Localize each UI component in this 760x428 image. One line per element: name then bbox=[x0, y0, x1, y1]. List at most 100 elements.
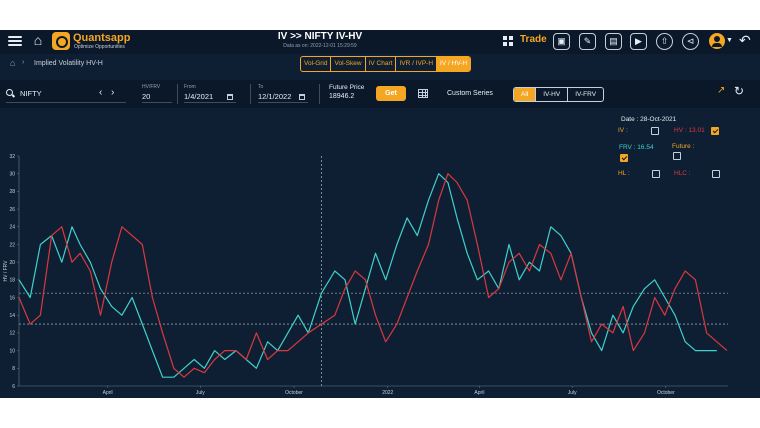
tab-iv-chart[interactable]: IV Chart bbox=[366, 57, 397, 71]
mode-iv-hv[interactable]: IV-HV bbox=[536, 88, 569, 101]
refresh-icon[interactable]: ↻ bbox=[734, 84, 745, 98]
video-icon[interactable]: ▶ bbox=[630, 33, 647, 50]
legend-hl-label: HL : bbox=[618, 170, 630, 177]
calendar-icon[interactable] bbox=[227, 94, 233, 100]
y-tick-label: 28 bbox=[9, 189, 15, 195]
chart-series bbox=[18, 173, 728, 378]
page-title: IV >> NIFTY IV-HV bbox=[277, 31, 363, 42]
custom-series-button[interactable]: Custom Series bbox=[447, 90, 493, 97]
to-date-input[interactable]: 12/1/2022 bbox=[258, 92, 292, 101]
from-date-input[interactable]: 1/4/2021 bbox=[184, 92, 214, 101]
home-icon[interactable]: ⌂ bbox=[33, 32, 43, 48]
divider bbox=[250, 84, 251, 104]
trade-button[interactable]: Trade bbox=[520, 34, 547, 45]
view-tabs: Vol-Grid Vol-Skew IV Chart IVR / IVP-H I… bbox=[300, 56, 472, 72]
y-tick-label: 8 bbox=[12, 366, 15, 372]
edit-icon[interactable]: ✎ bbox=[579, 33, 596, 50]
series-line-frv bbox=[18, 173, 717, 378]
x-tick-label: October bbox=[285, 390, 303, 396]
hv-frv-underline bbox=[142, 102, 172, 103]
quantsapp-logo bbox=[52, 32, 70, 50]
share-icon[interactable]: ⊲ bbox=[682, 33, 699, 50]
y-tick-label: 14 bbox=[9, 313, 15, 319]
x-tick-label: April bbox=[474, 390, 484, 396]
mode-iv-frv[interactable]: IV-FRV bbox=[575, 91, 597, 98]
iv-hv-chart: 6 8 10 12 14 16 18 20 22 24 26 28 30 32 HV / FRV April J… bbox=[0, 114, 760, 396]
tab-vol-grid[interactable]: Vol-Grid bbox=[301, 57, 332, 71]
y-tick-label: 10 bbox=[9, 348, 15, 354]
y-tick-label: 12 bbox=[9, 331, 15, 337]
table-icon[interactable] bbox=[418, 89, 428, 98]
chevron-down-icon[interactable]: ▼ bbox=[726, 37, 733, 44]
legend-hlc-checkbox[interactable] bbox=[712, 170, 720, 178]
divider bbox=[177, 84, 178, 104]
y-tick-label: 30 bbox=[9, 171, 15, 177]
future-price-label: Future Price bbox=[329, 84, 365, 91]
prev-symbol-icon[interactable]: ‹ bbox=[99, 87, 103, 98]
y-tick-label: 6 bbox=[12, 384, 15, 390]
legend-hv-label: HV : 13.01 bbox=[674, 127, 705, 134]
symbol-input[interactable]: NIFTY bbox=[20, 89, 42, 98]
search-icon[interactable] bbox=[6, 89, 13, 96]
legend-hl-checkbox[interactable] bbox=[652, 170, 660, 178]
symbol-underline bbox=[6, 102, 126, 103]
x-tick-label: 2022 bbox=[382, 390, 393, 396]
x-tick-label: July bbox=[568, 390, 577, 396]
breadcrumb-separator-icon: › bbox=[22, 59, 25, 66]
brand-tagline: Optimize Opportunities bbox=[74, 44, 125, 50]
breadcrumb-home-icon[interactable]: ⌂ bbox=[10, 58, 16, 68]
y-tick-label: 22 bbox=[9, 242, 15, 248]
legend-hv-checkbox[interactable] bbox=[711, 127, 719, 135]
breadcrumb: Implied Volatility HV-H bbox=[34, 60, 103, 67]
legend-iv-checkbox[interactable] bbox=[651, 127, 659, 135]
legend-hlc-label: HLC : bbox=[674, 170, 691, 177]
legend-frv-checkbox[interactable] bbox=[620, 154, 628, 162]
from-underline bbox=[184, 102, 236, 103]
y-tick-label: 20 bbox=[9, 260, 15, 266]
menu-icon[interactable] bbox=[8, 34, 22, 48]
y-tick-label: 32 bbox=[9, 154, 15, 160]
hv-frv-input[interactable]: 20 bbox=[142, 92, 151, 101]
get-button[interactable]: Get bbox=[376, 86, 406, 101]
grid-icon[interactable] bbox=[503, 36, 513, 46]
x-tick-label: October bbox=[657, 390, 675, 396]
upload-icon[interactable]: ⇧ bbox=[656, 33, 673, 50]
from-label: From bbox=[184, 84, 196, 90]
legend-frv-label: FRV : 16.54 bbox=[619, 144, 654, 151]
divider bbox=[319, 84, 320, 104]
tab-vol-skew[interactable]: Vol-Skew bbox=[331, 57, 366, 71]
top-header: ⌂ Quantsapp Optimize Opportunities IV >>… bbox=[0, 30, 760, 54]
brand-name: Quantsapp bbox=[73, 32, 131, 44]
chart-tooltip-legend: Date : 28-Oct-2021 IV : HV : 13.01 FRV :… bbox=[614, 114, 732, 194]
line-chart-icon[interactable]: ↗ bbox=[717, 85, 726, 96]
y-tick-label: 26 bbox=[9, 207, 15, 213]
future-price-value: 18946.2 bbox=[329, 93, 355, 100]
legend-iv-label: IV : bbox=[618, 127, 628, 134]
calendar-icon[interactable] bbox=[299, 94, 305, 100]
tab-ivr-ivp-h[interactable]: IVR / IVP-H bbox=[396, 57, 438, 71]
back-icon[interactable]: ↶ bbox=[739, 32, 751, 48]
x-tick-label: July bbox=[196, 390, 205, 396]
user-icon[interactable] bbox=[709, 33, 725, 49]
y-tick-label: 24 bbox=[9, 225, 15, 231]
y-tick-label: 18 bbox=[9, 278, 15, 284]
hv-frv-label: HV/FRV bbox=[142, 84, 161, 90]
x-tick-label: April bbox=[103, 390, 113, 396]
app-window: ⌂ Quantsapp Optimize Opportunities IV >>… bbox=[0, 30, 760, 398]
data-timestamp: Data as on: 2022-12-01 15:29:59 bbox=[283, 43, 357, 49]
series-line-hv bbox=[18, 173, 728, 378]
y-tick-label: 16 bbox=[9, 295, 15, 301]
legend-date: Date : 28-Oct-2021 bbox=[621, 116, 677, 123]
to-label: To bbox=[258, 84, 264, 90]
legend-future-checkbox[interactable] bbox=[673, 152, 681, 160]
next-symbol-icon[interactable]: › bbox=[111, 87, 115, 98]
legend-future-label: Future : bbox=[672, 143, 695, 150]
window-icon[interactable]: ▣ bbox=[553, 33, 570, 50]
series-mode-toggle: All IV-HV IV-FRV bbox=[513, 87, 605, 102]
to-underline bbox=[258, 102, 308, 103]
mode-all[interactable]: All bbox=[514, 88, 537, 101]
y-axis-title: HV / FRV bbox=[3, 260, 9, 282]
chart-icon[interactable]: ▤ bbox=[605, 33, 622, 50]
tab-iv-hv-h[interactable]: IV / HV-H bbox=[437, 57, 471, 71]
